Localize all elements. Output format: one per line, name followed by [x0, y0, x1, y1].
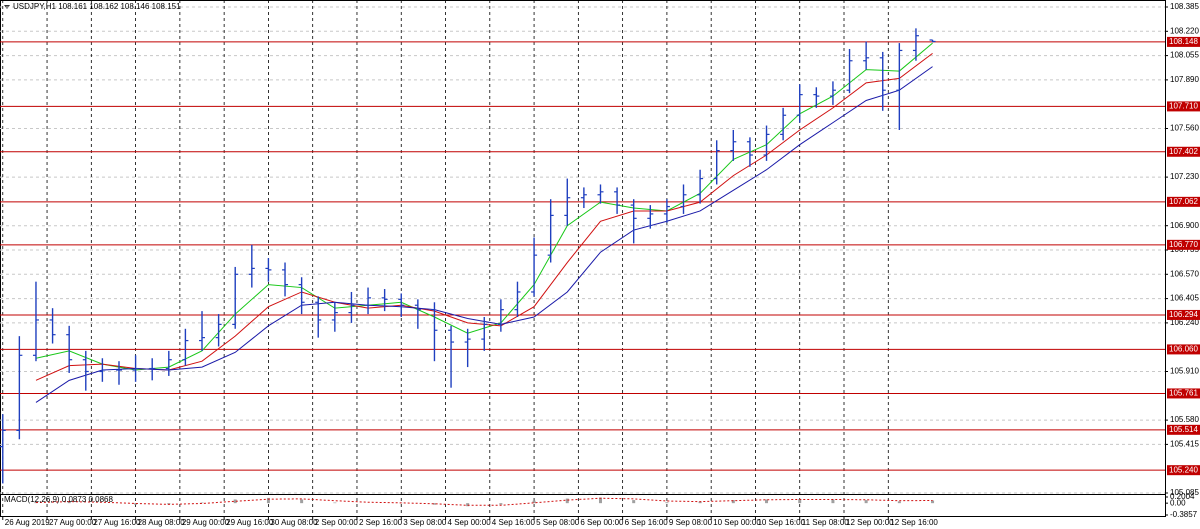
y-tick-label: 106.405 [1170, 294, 1199, 303]
macd-bar [798, 499, 802, 504]
x-tick-label: 10 Sep 00:00 [713, 518, 761, 527]
macd-bar [598, 497, 602, 504]
macd-bar [532, 500, 536, 504]
level-tag [1167, 388, 1200, 399]
level-label: 106.770 [1169, 240, 1198, 249]
x-tick-label: 3 Sep 08:00 [403, 518, 447, 527]
x-tick-label: 4 Sep 16:00 [492, 518, 536, 527]
macd-bar [665, 502, 669, 504]
macd-bar [67, 501, 71, 504]
y-tick-label: -0.3857 [1170, 510, 1198, 519]
macd-bar [897, 501, 901, 504]
y-tick-label: 0.00 [1170, 498, 1186, 507]
y-tick-label: 105.910 [1170, 367, 1199, 376]
y-tick-label: 106.900 [1170, 221, 1199, 230]
y-tick-label: 105.580 [1170, 415, 1199, 424]
level-tag [1167, 36, 1200, 47]
x-tick-label: 29 Aug 00:00 [182, 518, 230, 527]
level-label: 107.402 [1169, 147, 1198, 156]
macd-signal [35, 497, 933, 506]
macd-bar [565, 498, 569, 504]
y-tick-label: 108.220 [1170, 26, 1199, 35]
level-label: 107.062 [1169, 197, 1198, 206]
macd-bar [931, 500, 935, 504]
y-tick-label: 0.2004 [1170, 492, 1195, 501]
x-tick-label: 11 Sep 08:00 [802, 518, 850, 527]
level-label: 108.148 [1169, 37, 1198, 46]
x-tick-label: 10 Sep 16:00 [757, 518, 805, 527]
x-tick-label: 5 Sep 08:00 [536, 518, 580, 527]
y-tick-label: 106.240 [1170, 318, 1199, 327]
x-tick-label: 12 Sep 16:00 [890, 518, 938, 527]
macd-bar [167, 503, 171, 505]
x-tick-label: 6 Sep 16:00 [625, 518, 669, 527]
macd-bar [333, 502, 337, 504]
x-tick-label: 4 Sep 00:00 [448, 518, 492, 527]
macd-bar [466, 503, 470, 507]
level-tag [1167, 465, 1200, 476]
x-tick-label: 30 Aug 08:00 [270, 518, 318, 527]
level-label: 105.761 [1169, 389, 1198, 398]
y-tick-label: 108.385 [1170, 2, 1199, 11]
level-tag [1167, 146, 1200, 157]
level-label: 106.294 [1169, 310, 1198, 319]
macd-title: MACD(12,26,9) 0.0873 0.0868 [4, 495, 114, 504]
macd-bar [300, 499, 304, 504]
plot-frame [0, 0, 1166, 517]
y-tick-label: 105.415 [1170, 440, 1199, 449]
x-tick-label: 2 Sep 00:00 [315, 518, 359, 527]
macd-bar [499, 503, 503, 505]
macd-bar [831, 499, 835, 504]
y-tick-label: 106.570 [1170, 269, 1199, 278]
level-tag [1167, 239, 1200, 250]
macd-bar [731, 500, 735, 504]
macd-bar [200, 502, 204, 504]
macd-bar [134, 503, 138, 505]
macd-bar [233, 499, 237, 504]
y-tick-label: 107.560 [1170, 124, 1199, 133]
macd-bar [698, 501, 702, 504]
level-tag [1167, 424, 1200, 435]
x-tick-label: 9 Sep 08:00 [669, 518, 713, 527]
y-tick-label: 107.890 [1170, 75, 1199, 84]
level-label: 105.514 [1169, 425, 1198, 434]
level-label: 107.710 [1169, 102, 1198, 111]
macd-bar [765, 499, 769, 504]
macd-bar [632, 500, 636, 504]
x-tick-label: 26 Aug 2019 [5, 518, 50, 527]
level-tag [1167, 196, 1200, 207]
x-tick-label: 12 Sep 00:00 [846, 518, 894, 527]
x-tick-label: 28 Aug 08:00 [138, 518, 186, 527]
y-tick-label: 105.085 [1170, 488, 1199, 497]
macd-bar [432, 503, 436, 505]
x-tick-label: 29 Aug 16:00 [226, 518, 274, 527]
x-tick-label: 27 Aug 00:00 [49, 518, 97, 527]
x-tick-label: 2 Sep 16:00 [359, 518, 403, 527]
level-tag [1167, 101, 1200, 112]
macd-bar [864, 500, 868, 504]
y-tick-label: 107.230 [1170, 172, 1199, 181]
y-tick-label: 108.055 [1170, 51, 1199, 60]
level-tag [1167, 309, 1200, 320]
macd-bar [266, 497, 270, 504]
level-label: 106.060 [1169, 345, 1198, 354]
x-tick-label: 6 Sep 00:00 [580, 518, 624, 527]
level-tag [1167, 344, 1200, 355]
chart-title: USDJPY,H1 108.161 108.162 108.146 108.15… [13, 2, 181, 11]
level-label: 105.240 [1169, 465, 1198, 474]
x-tick-label: 27 Aug 16:00 [93, 518, 141, 527]
